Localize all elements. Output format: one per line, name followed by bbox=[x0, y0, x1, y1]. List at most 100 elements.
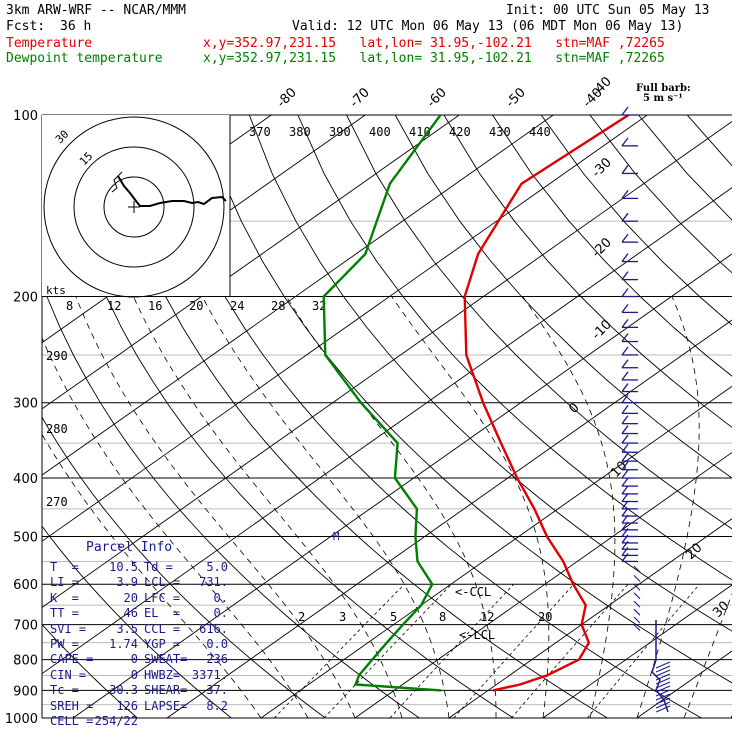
theta-label: 430 bbox=[489, 125, 511, 139]
dewpoint-legend: Dewpoint temperature bbox=[6, 51, 163, 66]
barb-legend-title: Full barb: bbox=[636, 83, 691, 94]
mixing-ratio-label: 5 bbox=[390, 610, 397, 624]
theta-label: 380 bbox=[289, 125, 311, 139]
wind-barb bbox=[633, 574, 641, 582]
hodograph-ring bbox=[73, 146, 195, 268]
pressure-label: 1000 bbox=[5, 712, 38, 727]
hodograph-units: kts bbox=[46, 284, 66, 297]
wind-barb-flag bbox=[621, 333, 629, 342]
parcel-field-value: 616. bbox=[199, 621, 228, 636]
moist-adiabat-line bbox=[636, 296, 700, 719]
speed-label: 20 bbox=[189, 299, 203, 313]
wind-barb-flag bbox=[621, 318, 629, 328]
pressure-label: 400 bbox=[13, 472, 38, 487]
parcel-field-label: LI = bbox=[50, 575, 79, 590]
wind-barb-flag bbox=[655, 685, 671, 693]
fcst-value: 36 h bbox=[60, 19, 92, 34]
isotherm-label: -70 bbox=[347, 85, 373, 111]
dry-adiabat-line bbox=[686, 115, 732, 167]
wind-barb-flag bbox=[621, 359, 629, 369]
isotherm-label: -30 bbox=[589, 155, 615, 181]
wind-barb bbox=[633, 565, 641, 573]
mixing-ratio-line bbox=[587, 583, 700, 719]
dry-adiabat-line bbox=[492, 115, 732, 377]
wind-barb-flag bbox=[621, 493, 629, 502]
theta-label: 400 bbox=[369, 125, 391, 139]
mixing-ratio-label: 8 bbox=[439, 610, 446, 624]
mixing-ratio-line bbox=[389, 583, 514, 719]
wind-barb-flag bbox=[621, 137, 629, 147]
wind-barb-flag bbox=[621, 253, 629, 262]
parcel-info-row: PW = 1.74 YGP = 0.0 bbox=[50, 637, 240, 652]
isotherm-line bbox=[730, 716, 732, 719]
wind-barb bbox=[633, 616, 641, 624]
parcel-field-label: SHEAR= bbox=[144, 683, 188, 698]
isotherm-label: 20 bbox=[683, 541, 705, 563]
mixing-ratio-line bbox=[453, 583, 575, 719]
parcel-field-value: 0.0 bbox=[206, 637, 228, 651]
speed-label: 24 bbox=[230, 299, 244, 313]
wind-barb-flag bbox=[621, 346, 629, 356]
wind-barb bbox=[633, 608, 641, 616]
theta-label: 440 bbox=[529, 125, 551, 139]
theta-labels: 370 380 390 400 410 420 430 440 bbox=[249, 125, 551, 139]
speed-label: 28 bbox=[271, 299, 285, 313]
parcel-field-label: YGP = bbox=[144, 637, 181, 651]
dry-adiabat-line bbox=[394, 115, 732, 479]
fcst-label: Fcst: bbox=[6, 19, 46, 34]
hodograph-trace bbox=[117, 175, 227, 207]
wind-barb-flag bbox=[655, 661, 671, 669]
moist-adiabat-line bbox=[522, 296, 616, 719]
wind-barb-flag bbox=[621, 500, 629, 510]
isotherm-line bbox=[42, 120, 732, 608]
wind-barb-flag bbox=[621, 371, 629, 381]
wind-barb-flag bbox=[655, 697, 671, 705]
wind-barb-flag bbox=[621, 452, 629, 462]
wind-barb-flag bbox=[621, 106, 629, 116]
pressure-label: 600 bbox=[13, 578, 38, 593]
wind-barb-flag bbox=[621, 288, 629, 297]
pressure-label: 900 bbox=[13, 684, 38, 699]
wind-barb-flag bbox=[621, 233, 629, 243]
parcel-field-value: 20 bbox=[123, 590, 138, 605]
temperature-line bbox=[463, 115, 630, 692]
parcel-info-row: TT = 46 EL = 0. bbox=[50, 606, 240, 621]
parcel-field-value: 46 bbox=[123, 606, 138, 621]
pressure-label: 500 bbox=[13, 530, 38, 545]
wind-barb-flag bbox=[621, 553, 629, 562]
hodograph-trace-upper bbox=[111, 171, 123, 193]
valid-time: Valid: 12 UTC Mon 06 May 13 (06 MDT Mon … bbox=[292, 19, 684, 34]
parcel-field-value: 126 bbox=[116, 698, 138, 713]
parcel-field-value: 10.5 bbox=[109, 560, 138, 574]
parcel-field-label: PW = bbox=[50, 637, 79, 651]
wind-barb-flag bbox=[621, 405, 629, 414]
mixing-ratio-line bbox=[511, 583, 629, 719]
speed-label: 12 bbox=[107, 299, 121, 313]
wind-barb-flag bbox=[655, 705, 671, 713]
dewpoint-line bbox=[322, 115, 442, 692]
parcel-field-value: 30.3 bbox=[109, 683, 138, 698]
parcel-field-label: EL = bbox=[144, 606, 181, 621]
dry-adiabat-line bbox=[151, 115, 702, 719]
parcel-field-label: TT = bbox=[50, 606, 79, 621]
pressure-label: 700 bbox=[13, 619, 38, 634]
wind-barb bbox=[633, 583, 641, 591]
parcel-field-value: 3371. bbox=[191, 667, 228, 682]
model-title: 3km ARW-WRF -- NCAR/MMM bbox=[6, 3, 187, 18]
speed-label: 8 bbox=[66, 299, 73, 313]
moist-adiabat-line bbox=[286, 296, 497, 718]
moist-adiabat-line bbox=[201, 296, 450, 719]
wind-barb-flag bbox=[655, 681, 671, 689]
wind-barb-flag bbox=[655, 689, 671, 697]
parcel-field-value: 254/22 bbox=[94, 714, 138, 728]
parcel-field-label: T = bbox=[50, 560, 79, 574]
parcel-field-label: CAPE = bbox=[50, 652, 94, 667]
isotherm-label: -60 bbox=[424, 85, 450, 111]
wind-barb-flag bbox=[621, 165, 629, 174]
parcel-field-value: 731. bbox=[199, 575, 228, 590]
parcel-info-row: Tc = 30.3 SHEAR= 37. bbox=[50, 683, 240, 698]
mixing-ratio-label: 20 bbox=[538, 610, 552, 624]
wind-barb bbox=[633, 600, 641, 608]
dewpoint-location: x,y=352.97,231.15 lat,lon= 31.95,-102.21… bbox=[203, 51, 665, 66]
